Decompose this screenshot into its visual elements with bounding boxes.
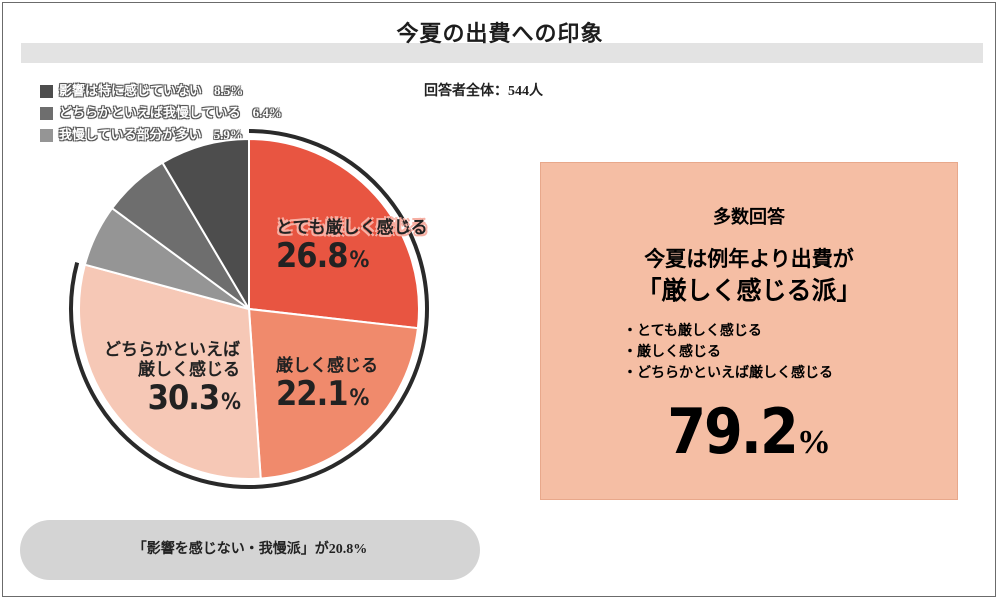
slice-value-unit: % (221, 390, 241, 415)
slice-label-severe: 厳しく感じる 22.1% (276, 356, 378, 417)
summary-list-item: どちらかといえば厳しく感じる (623, 363, 833, 384)
legend-label: 影響は特に感じていない (59, 83, 203, 98)
legend-value: 5.9% (213, 127, 243, 142)
legend-item-mostly-enduring: 我慢している部分が多い 5.9% (40, 124, 282, 146)
slice-label-line1: どちらかといえば (104, 340, 240, 359)
summary-headline-2: 「厳しく感じる派」 (636, 278, 862, 305)
pie-slice-somewhat-severe (78, 263, 262, 480)
summary-total-unit: % (796, 424, 831, 461)
pie-slice-severe (247, 307, 420, 480)
slice-value-number: 26.8 (276, 236, 348, 276)
slice-value-number: 22.1 (276, 374, 348, 414)
slice-value: 30.3% (70, 378, 241, 421)
summary-list-item: とても厳しく感じる (623, 321, 833, 342)
slice-label-text: とても厳しく感じる (276, 218, 428, 237)
summary-total-value: 79.2 (667, 395, 799, 468)
pie-slice-no-impact (161, 137, 250, 313)
summary-headline-1: 今夏は例年より出費が (644, 247, 854, 271)
slice-label-text: 厳しく感じる (276, 356, 378, 375)
slice-label-somewhat-severe: どちらかといえば 厳しく感じる 30.3% (70, 340, 241, 421)
summary-box: 多数回答 今夏は例年より出費が 「厳しく感じる派」 とても厳しく感じる 厳しく感… (540, 162, 958, 500)
slice-value-unit: % (349, 386, 369, 411)
title-band (21, 43, 983, 63)
legend-label: どちらかといえば我慢している (59, 105, 241, 120)
respondent-total: 回答者全体：544人 (424, 84, 543, 99)
slice-value: 26.8% (276, 238, 428, 279)
legend-item-somewhat-enduring: どちらかといえば我慢している 6.4% (40, 102, 282, 124)
legend: 影響は特に感じていない 8.5% どちらかといえば我慢している 6.4% 我慢し… (40, 80, 282, 146)
legend-value: 6.4% (252, 105, 282, 120)
slice-label-line2: 厳しく感じる (138, 360, 240, 379)
slice-label-very-severe: とても厳しく感じる 26.8% (276, 218, 428, 279)
summary-title: 多数回答 (713, 207, 785, 227)
slice-value: 22.1% (276, 376, 378, 417)
footer-note: 「影響を感じない・我慢派」が20.8% (20, 520, 480, 580)
summary-list-item: 厳しく感じる (623, 342, 833, 363)
severe-group-bracket (69, 129, 429, 489)
summary-list: とても厳しく感じる 厳しく感じる どちらかといえば厳しく感じる (623, 321, 833, 384)
slice-value-number: 30.3 (147, 378, 220, 418)
summary-total: 79.2% (541, 395, 957, 468)
legend-swatch (40, 84, 53, 98)
legend-item-no-impact: 影響は特に感じていない 8.5% (40, 80, 282, 102)
legend-swatch (40, 106, 53, 120)
legend-swatch (40, 128, 53, 142)
legend-label: 我慢している部分が多い (59, 127, 202, 142)
slice-value-unit: % (349, 248, 369, 273)
chart-title: 今夏の出費への印象 (396, 21, 604, 46)
legend-value: 8.5% (214, 83, 244, 98)
pie-slice-very-severe (248, 137, 420, 330)
